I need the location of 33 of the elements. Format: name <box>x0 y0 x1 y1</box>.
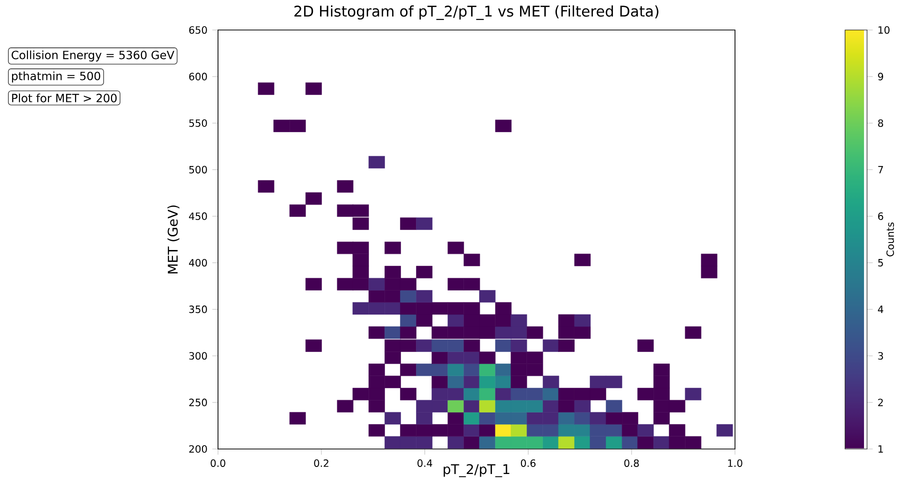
color-bar-title: Counts <box>886 222 894 256</box>
text: Collision Energy = 5360 GeV <box>12 50 174 62</box>
x-tick-label: 0.4 <box>418 459 432 467</box>
color-bar-label: 3 <box>878 352 884 360</box>
color-bar-label: 1 <box>878 445 883 453</box>
text: pthatmin = 500 <box>12 71 100 82</box>
y-tick-label: 600 <box>189 72 207 80</box>
y-tick-label: 250 <box>189 398 207 406</box>
x-tick-label: 0.8 <box>624 459 639 467</box>
y-tick-label: 200 <box>189 445 207 453</box>
color-bar-label: 7 <box>878 166 883 174</box>
y-tick-label: 350 <box>189 306 207 314</box>
y-axis-title: MET (GeV) <box>167 205 180 274</box>
x-tick-label: 1.0 <box>728 459 742 467</box>
y-tick-label: 550 <box>189 119 207 127</box>
color-bar-label: 8 <box>878 119 884 127</box>
color-bar-label: 5 <box>878 259 883 266</box>
y-tick-label: 500 <box>189 166 207 174</box>
y-tick-label: 450 <box>189 212 207 220</box>
color-bar-label: 4 <box>878 306 884 313</box>
x-tick-label: 0.2 <box>314 459 328 467</box>
x-axis-title: pT_2/pT_1 <box>444 464 510 478</box>
color-bar-label: 6 <box>878 212 884 220</box>
color-bar-label: 2 <box>878 398 883 406</box>
y-tick-label: 650 <box>189 26 207 34</box>
color-bar-label: 9 <box>878 72 884 80</box>
y-tick-label: 300 <box>189 352 207 360</box>
y-tick-label: 400 <box>189 258 207 267</box>
x-tick-label: 0.6 <box>520 459 536 467</box>
color-bar-label: 10 <box>878 26 890 34</box>
chart-title: 2D Histogram of pT_2/pT_1 vs MET (Filtered Data) <box>294 5 658 20</box>
text: Plot for MET > 200 <box>12 94 117 102</box>
x-tick-label: 0.0 <box>210 459 226 467</box>
